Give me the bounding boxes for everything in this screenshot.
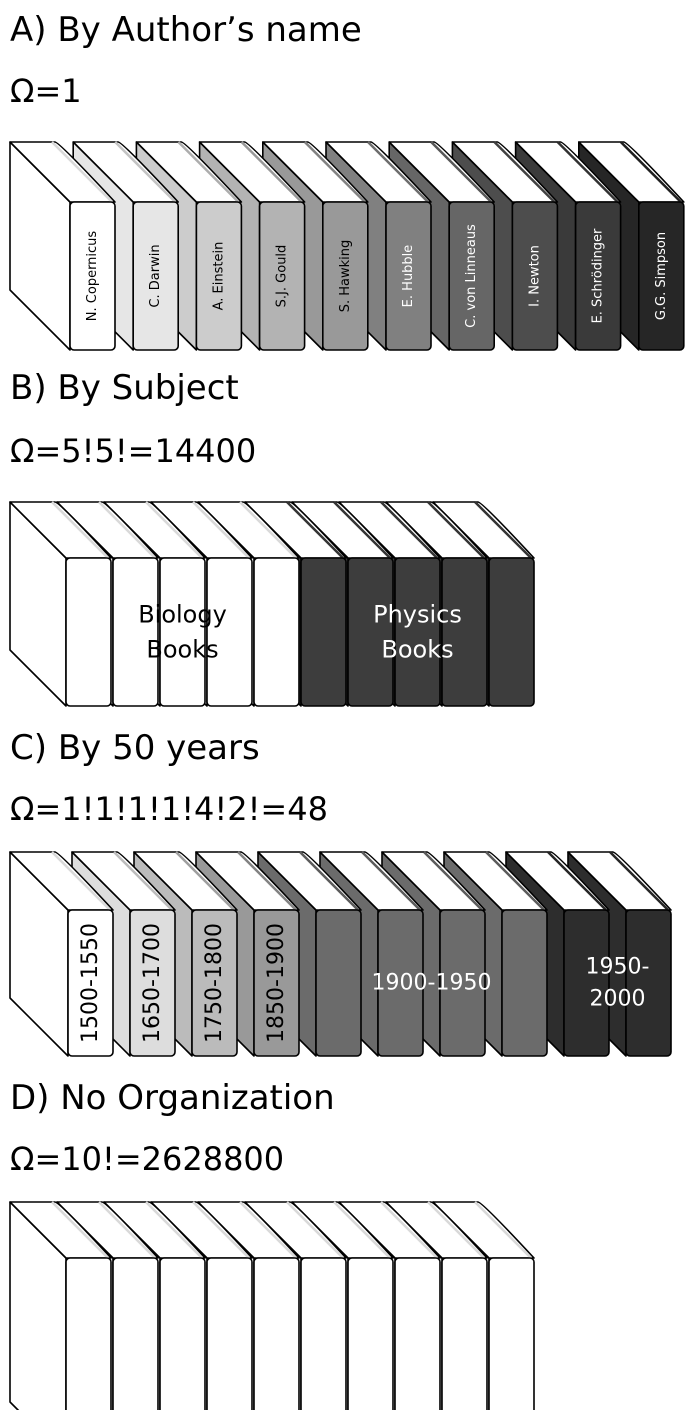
- book-spine-label: C. Darwin: [148, 244, 163, 307]
- section-b-title: B) By Subject: [10, 368, 239, 408]
- group-label: 1950-: [586, 955, 650, 980]
- book-spine-label: 1750-1800: [202, 923, 227, 1043]
- book-spine-label: 1650-1700: [140, 923, 165, 1043]
- book-spine-label: 1850-1900: [264, 923, 289, 1043]
- book-spine-label: E. Hubble: [401, 245, 416, 308]
- book: [9, 501, 112, 707]
- section-a-formula: Ω=1: [10, 72, 82, 110]
- group-label: Books: [381, 635, 453, 663]
- book-spine-label: 1500-1550: [78, 923, 103, 1043]
- book-spine-label: A. Einstein: [211, 242, 226, 311]
- book-spine-label: E. Schrödinger: [591, 228, 606, 323]
- book-spine-label: S. Hawking: [338, 240, 353, 313]
- section-b-formula: Ω=5!5!=14400: [10, 432, 257, 470]
- group-label: Books: [146, 635, 218, 663]
- book-spine-label: S.J. Gould: [275, 245, 290, 308]
- group-label: 2000: [590, 986, 646, 1011]
- section-d-title: D) No Organization: [10, 1078, 335, 1118]
- book-spine-label: C. von Linneaus: [464, 224, 479, 328]
- book: [9, 141, 116, 351]
- section-d-formula: Ω=10!=2628800: [10, 1140, 285, 1178]
- section-a-title: A) By Author’s name: [10, 10, 362, 50]
- book: [9, 851, 114, 1057]
- section-c-formula: Ω=1!1!1!1!4!2!=48: [10, 790, 328, 828]
- book: [9, 1201, 112, 1410]
- book-spine-label: G.G. Simpson: [654, 232, 669, 320]
- book-spine-label: N. Copernicus: [85, 231, 100, 322]
- group-label: 1900-1950: [372, 971, 492, 996]
- book-spine-label: I. Newton: [527, 245, 542, 307]
- group-label: Biology: [138, 601, 227, 629]
- section-c-title: C) By 50 years: [10, 728, 260, 768]
- group-label: Physics: [373, 601, 462, 629]
